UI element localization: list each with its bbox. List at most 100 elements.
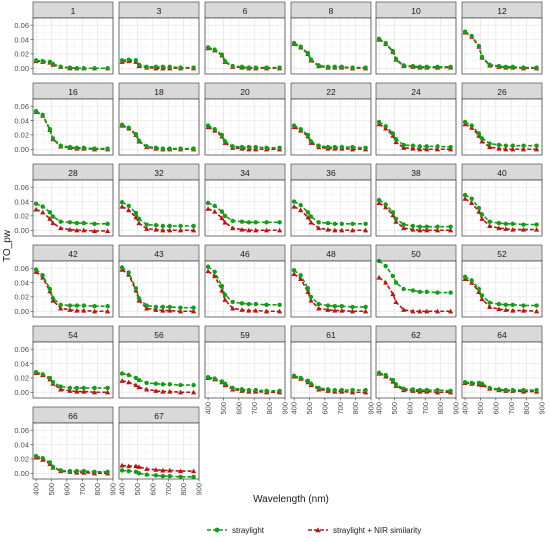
series-line-straylight bbox=[464, 30, 537, 69]
plot-area bbox=[118, 341, 200, 399]
point-nir bbox=[520, 307, 527, 313]
panel-border bbox=[290, 98, 372, 156]
legend-label: straylight bbox=[232, 526, 265, 535]
point-straylight bbox=[350, 65, 355, 70]
y-tick-label: 0.02 bbox=[14, 455, 29, 464]
plot-area: 0.00 0.02 0.04 0.06 400 500 600 700 800 900 bbox=[14, 422, 118, 496]
x-tick-label: 400 bbox=[375, 402, 384, 415]
series-line-nir bbox=[464, 123, 537, 151]
plot-area bbox=[204, 17, 286, 75]
point-straylight bbox=[178, 474, 183, 480]
panel-label: 50 bbox=[411, 249, 421, 259]
point-straylight bbox=[332, 304, 338, 309]
point-straylight bbox=[448, 144, 453, 150]
point-straylight bbox=[332, 64, 338, 70]
point-straylight bbox=[496, 387, 502, 392]
point-straylight bbox=[534, 387, 539, 393]
point-straylight bbox=[58, 219, 63, 224]
point-straylight bbox=[167, 382, 172, 387]
point-straylight bbox=[316, 143, 321, 148]
x-tick-label: 900 bbox=[452, 402, 461, 415]
x-tick-label: 800 bbox=[93, 483, 102, 496]
y-tick-label: 0.06 bbox=[14, 426, 29, 435]
point-nir bbox=[167, 388, 173, 394]
point-nir bbox=[277, 227, 283, 233]
point-straylight bbox=[230, 144, 235, 149]
point-straylight bbox=[393, 382, 399, 387]
plot-background bbox=[205, 18, 285, 74]
y-tick-label: 0.02 bbox=[14, 131, 29, 140]
plot-background bbox=[291, 261, 371, 317]
x-tick-label: 400 bbox=[118, 483, 127, 496]
point-nir bbox=[401, 307, 407, 312]
point-nir bbox=[448, 308, 454, 314]
point-straylight bbox=[126, 57, 131, 62]
point-straylight bbox=[167, 146, 172, 151]
panel-59: 59 400 500 600 700 800 900 bbox=[204, 325, 290, 415]
point-straylight bbox=[496, 63, 502, 69]
point-straylight bbox=[136, 62, 142, 67]
point-nir bbox=[136, 220, 142, 226]
series-line-nir bbox=[121, 205, 194, 232]
point-nir bbox=[153, 388, 159, 393]
point-straylight bbox=[496, 220, 502, 226]
point-straylight bbox=[167, 223, 172, 229]
y-tick-label: 0.04 bbox=[14, 35, 29, 44]
panel-50: 50 bbox=[375, 244, 457, 318]
point-nir bbox=[136, 384, 142, 390]
point-straylight bbox=[191, 146, 196, 151]
point-nir bbox=[534, 226, 540, 232]
point-nir bbox=[230, 225, 236, 231]
point-straylight bbox=[160, 146, 166, 151]
point-nir bbox=[81, 307, 87, 313]
point-straylight bbox=[376, 197, 382, 203]
point-straylight bbox=[510, 143, 515, 148]
plot-area: 400 500 600 700 800 900 bbox=[290, 341, 376, 415]
y-tick-label: 0.00 bbox=[14, 226, 29, 235]
point-nir bbox=[339, 227, 345, 233]
point-straylight bbox=[291, 40, 297, 46]
point-nir bbox=[410, 308, 416, 314]
point-straylight bbox=[462, 274, 468, 279]
series-line-straylight bbox=[378, 38, 451, 68]
panel-20: 20 bbox=[204, 82, 286, 156]
point-nir bbox=[308, 297, 314, 303]
series-line-nir bbox=[464, 278, 537, 313]
point-straylight bbox=[401, 386, 406, 391]
point-nir bbox=[40, 209, 46, 215]
x-tick-label: 800 bbox=[179, 483, 188, 496]
point-straylight bbox=[253, 65, 258, 70]
point-straylight bbox=[363, 304, 368, 310]
plot-background bbox=[33, 99, 113, 155]
point-nir bbox=[496, 225, 502, 231]
point-straylight bbox=[521, 387, 526, 393]
series-line-nir bbox=[293, 273, 366, 313]
point-straylight bbox=[417, 64, 423, 70]
point-nir bbox=[487, 144, 493, 150]
point-straylight bbox=[393, 137, 399, 142]
panel-label: 1 bbox=[71, 6, 76, 16]
series-line-straylight bbox=[121, 201, 194, 227]
point-nir bbox=[424, 308, 430, 314]
point-straylight bbox=[178, 65, 183, 70]
point-nir bbox=[401, 225, 407, 231]
plot-area: 400 500 600 700 800 900 bbox=[118, 422, 204, 496]
point-straylight bbox=[246, 65, 252, 70]
panel-border bbox=[461, 17, 543, 75]
x-tick-label: 700 bbox=[78, 483, 87, 496]
x-tick-label: 600 bbox=[234, 402, 243, 415]
point-nir bbox=[469, 200, 475, 206]
point-straylight bbox=[47, 126, 53, 132]
point-straylight bbox=[363, 387, 368, 393]
point-straylight bbox=[298, 273, 303, 278]
point-straylight bbox=[264, 388, 269, 394]
point-straylight bbox=[92, 221, 97, 226]
panel-label: 62 bbox=[411, 330, 421, 340]
point-straylight bbox=[119, 265, 125, 270]
point-nir bbox=[177, 468, 184, 474]
panel-24: 24 bbox=[375, 82, 457, 156]
point-nir bbox=[349, 308, 356, 314]
point-straylight bbox=[222, 381, 228, 386]
point-straylight bbox=[363, 221, 368, 226]
y-tick-label: 0.00 bbox=[14, 145, 29, 154]
